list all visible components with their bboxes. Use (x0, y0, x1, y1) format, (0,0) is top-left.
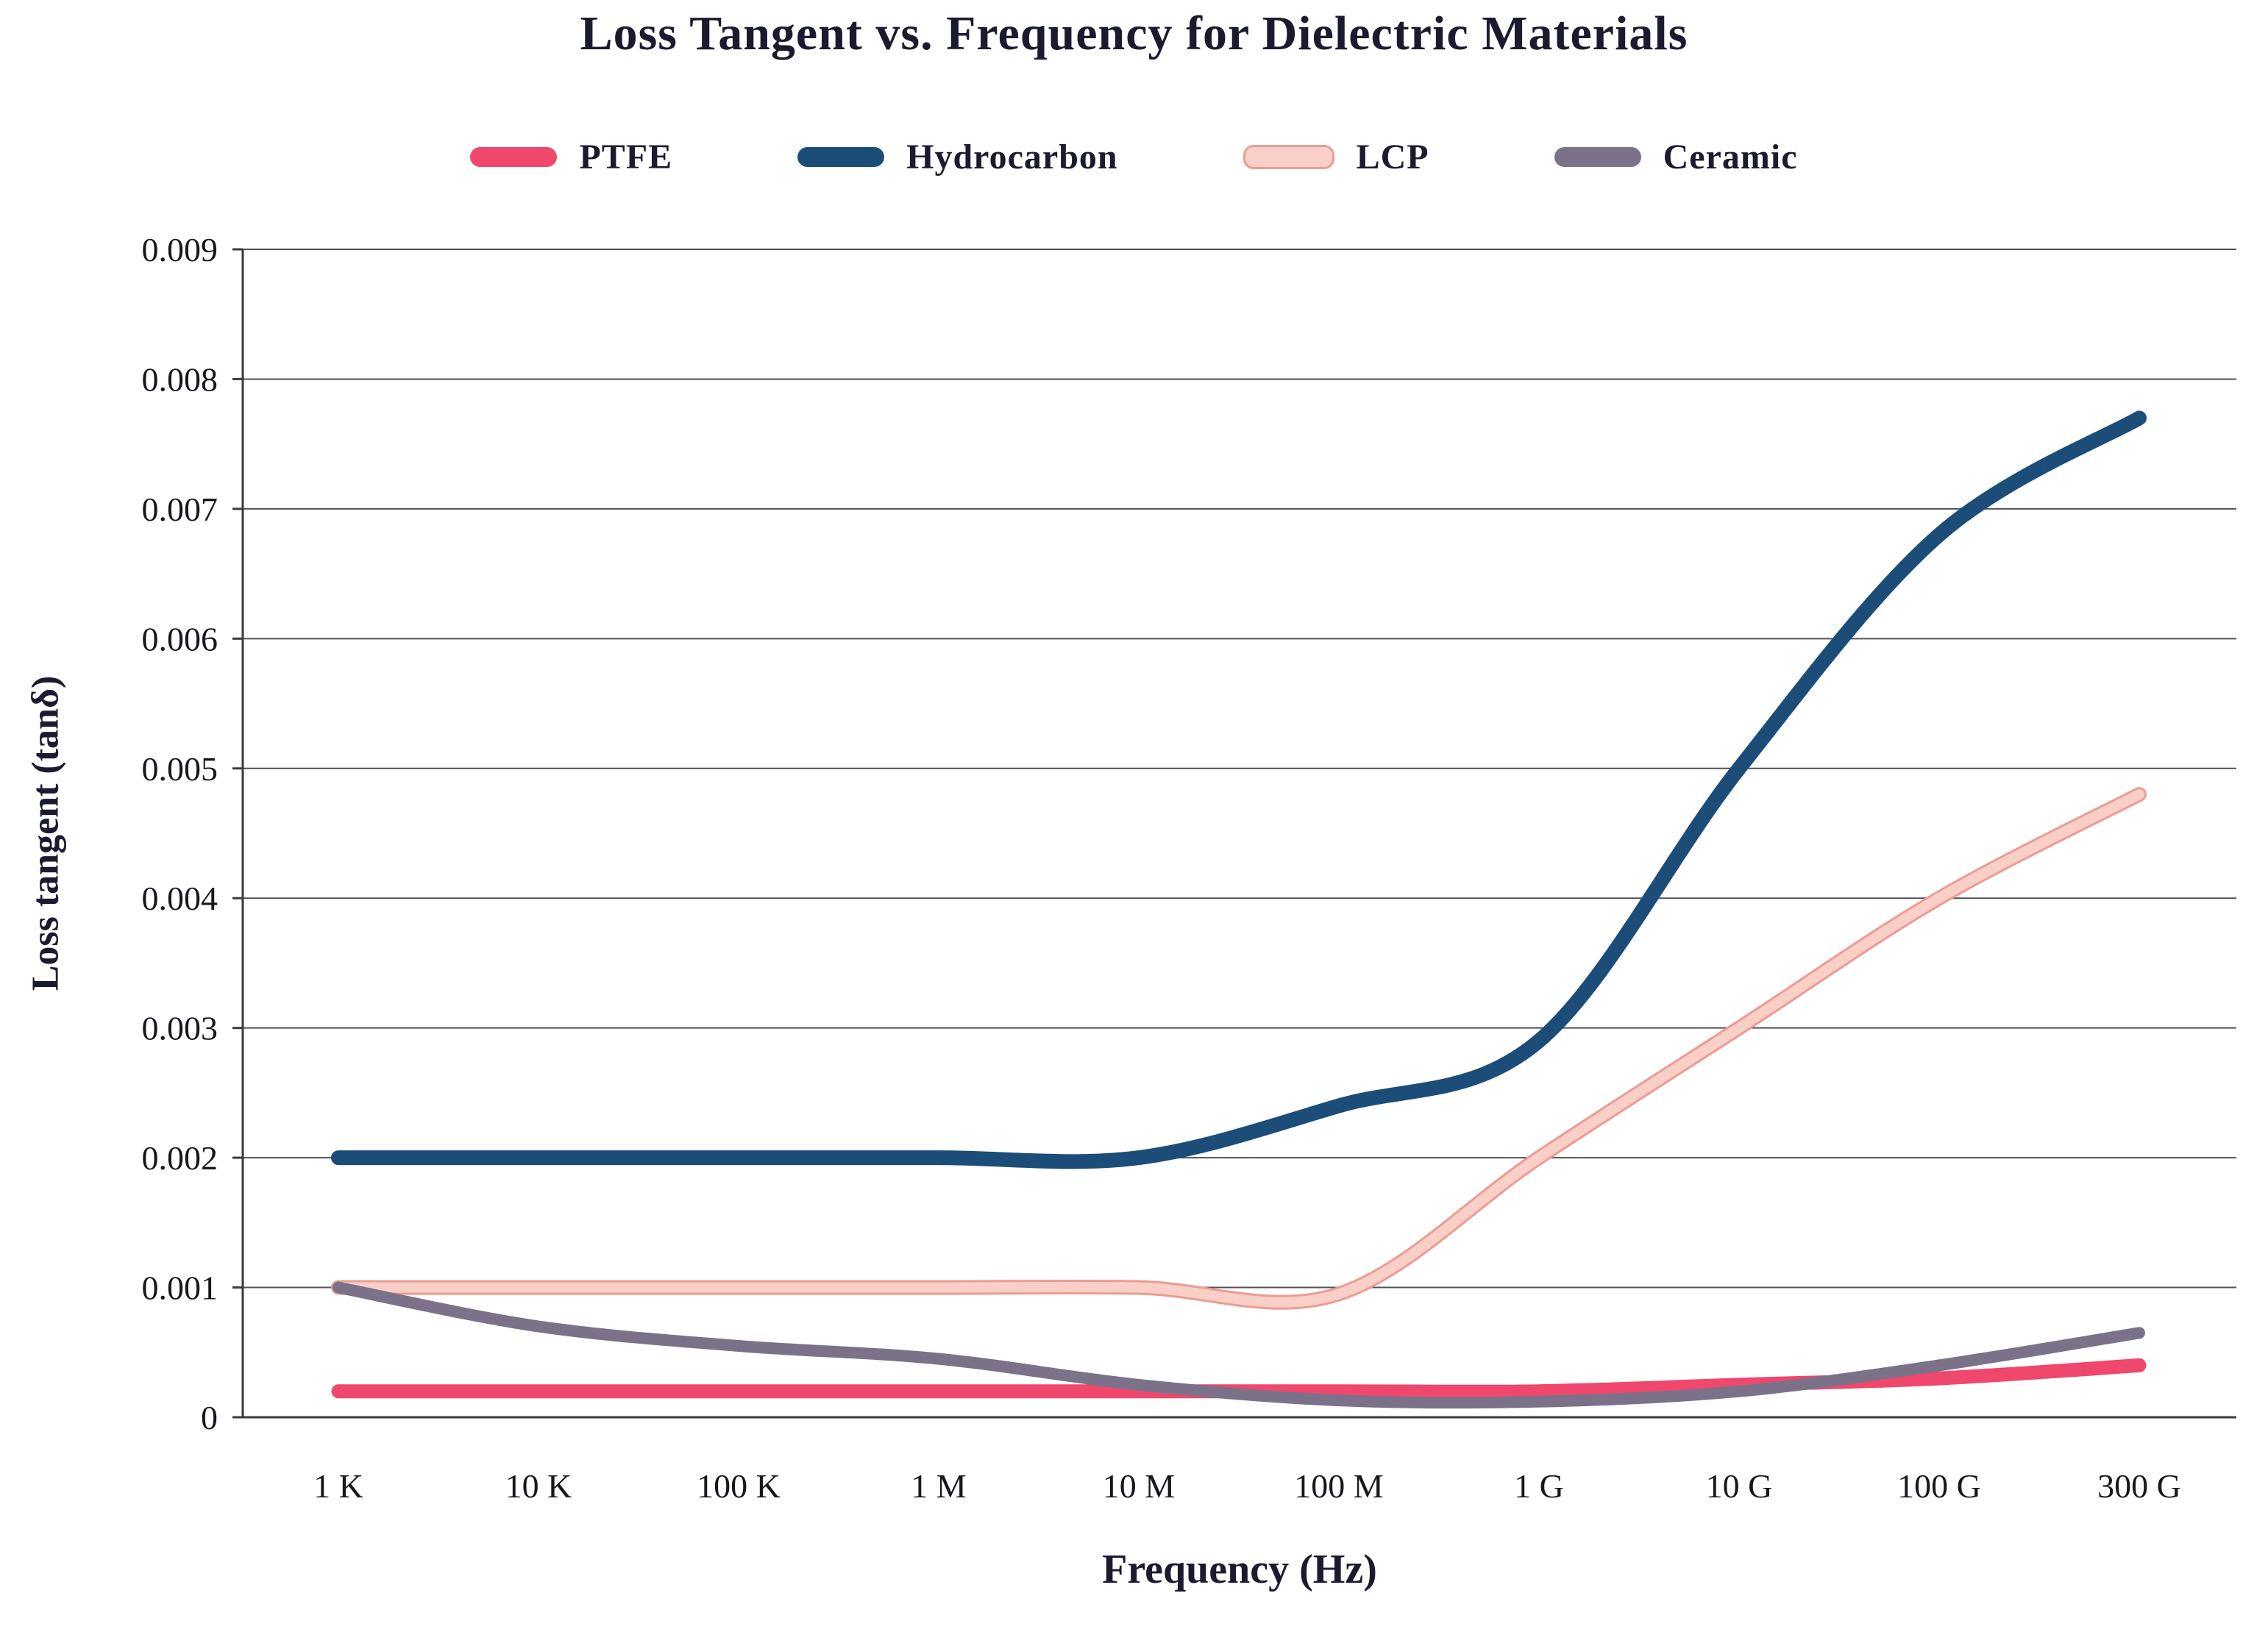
y-tick-label: 0.007 (142, 491, 218, 528)
legend-swatch-lcp (1243, 145, 1334, 169)
x-tick-label: 100 G (1897, 1467, 1981, 1505)
x-tick-label: 300 G (2097, 1467, 2181, 1505)
x-tick-label: 1 K (313, 1467, 363, 1505)
series-line-lcp-edge (331, 787, 2147, 1310)
legend-swatch-ceramic (1554, 147, 1641, 167)
y-tick-label: 0 (201, 1399, 218, 1436)
series-line-ceramic (333, 1281, 2145, 1409)
y-tick-label: 0.004 (142, 880, 218, 917)
series-line-hydrocarbon (331, 410, 2147, 1169)
y-tick-label: 0.002 (142, 1139, 218, 1177)
x-tick-label: 1 M (911, 1467, 966, 1505)
y-tick-label: 0.006 (142, 620, 218, 658)
y-tick-label: 0.008 (142, 360, 218, 398)
legend-item-ptfe: PTFE (470, 137, 672, 177)
legend-label-ceramic: Ceramic (1663, 138, 1798, 177)
y-tick-label: 0.009 (142, 231, 218, 268)
legend-item-ceramic: Ceramic (1554, 137, 1798, 177)
legend: PTFE Hydrocarbon LCP Ceramic (0, 137, 2268, 177)
legend-label-ptfe: PTFE (579, 138, 673, 177)
legend-label-lcp: LCP (1356, 138, 1429, 177)
y-tick-label: 0.005 (142, 750, 218, 788)
x-tick-label: 10 M (1103, 1467, 1175, 1505)
legend-item-lcp: LCP (1243, 137, 1429, 177)
legend-item-hydrocarbon: Hydrocarbon (797, 137, 1117, 177)
x-tick-label: 10 K (505, 1467, 572, 1505)
series-line-lcp (333, 789, 2144, 1308)
x-tick-label: 100 K (697, 1467, 781, 1505)
x-axis-title: Frequency (Hz) (1102, 1547, 1377, 1592)
x-tick-label: 100 M (1294, 1467, 1383, 1505)
legend-swatch-ptfe (470, 147, 558, 167)
legend-label-hydrocarbon: Hydrocarbon (906, 138, 1118, 177)
x-tick-label: 10 G (1706, 1467, 1773, 1505)
legend-swatch-hydrocarbon (797, 147, 885, 167)
y-tick-label: 0.003 (142, 1010, 218, 1047)
y-tick-label: 0.001 (142, 1269, 218, 1307)
chart-title: Loss Tangent vs. Frequency for Dielectri… (580, 7, 1688, 60)
y-axis-title: Loss tangent (tanδ) (24, 675, 67, 991)
x-tick-label: 1 G (1514, 1467, 1564, 1505)
